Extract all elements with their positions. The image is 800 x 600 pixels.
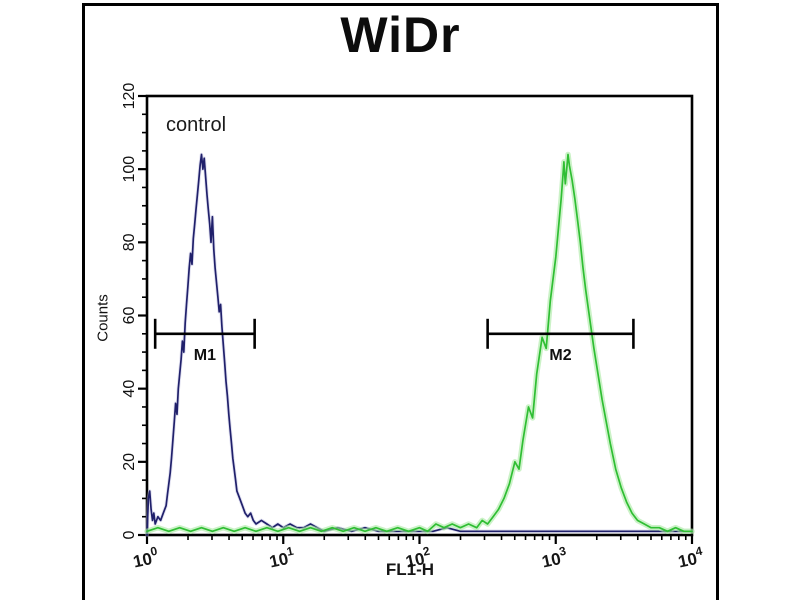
y-tick-label: 100 — [121, 156, 138, 183]
chart-title: WiDr — [340, 7, 461, 63]
y-tick-label: 60 — [121, 307, 138, 325]
x-axis-title: FL1-H — [385, 560, 435, 579]
x-tick-label: 103 — [539, 544, 569, 572]
x-tick-label: 102 — [403, 544, 433, 572]
y-tick-label: 80 — [121, 233, 138, 251]
gate-label-M1: M1 — [194, 347, 216, 364]
control-curve-halo — [145, 152, 694, 537]
flow-histogram-plot: 0 20 40 60 80 100 120 100 101 102 103 104 M1 M2 — [121, 83, 706, 572]
y-tick-label: 120 — [121, 83, 138, 110]
x-tick-label: 104 — [676, 544, 706, 572]
stained-curve-halo — [144, 151, 695, 535]
gate-label-M2: M2 — [549, 347, 571, 364]
y-tick-label: 20 — [121, 453, 138, 471]
control-curve — [146, 153, 693, 536]
y-tick-label: 0 — [121, 530, 138, 539]
x-tick-label: 101 — [267, 544, 297, 572]
series-label-control: control — [166, 114, 227, 136]
stained-curve — [146, 153, 693, 533]
x-tick-label: 100 — [131, 544, 161, 572]
y-axis-title: Counts — [94, 294, 112, 342]
figure-frame — [82, 3, 719, 600]
plot-border — [145, 94, 694, 537]
y-tick-label: 40 — [121, 380, 138, 398]
